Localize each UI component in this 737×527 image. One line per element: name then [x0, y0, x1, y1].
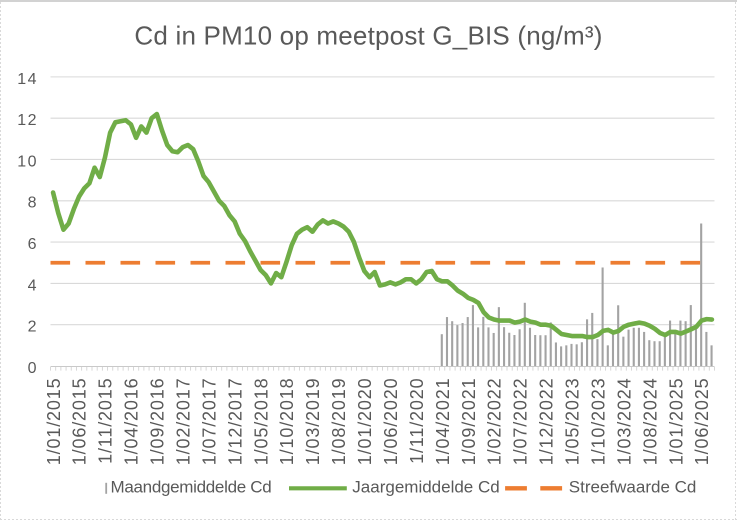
svg-text:1/05/2018: 1/05/2018 — [251, 378, 271, 466]
svg-text:1/08/2024: 1/08/2024 — [640, 378, 660, 466]
svg-text:6: 6 — [28, 236, 38, 253]
svg-text:12: 12 — [17, 112, 38, 129]
svg-text:1/11/2015: 1/11/2015 — [96, 378, 116, 464]
svg-text:Jaargemiddelde Cd: Jaargemiddelde Cd — [352, 478, 499, 497]
svg-text:1/05/2023: 1/05/2023 — [563, 378, 583, 466]
svg-text:1/04/2016: 1/04/2016 — [122, 378, 142, 466]
svg-text:0: 0 — [28, 360, 38, 377]
svg-text:1/02/2022: 1/02/2022 — [485, 378, 505, 466]
svg-text:1/03/2024: 1/03/2024 — [614, 378, 634, 466]
svg-text:Maandgemiddelde Cd: Maandgemiddelde Cd — [111, 478, 272, 497]
svg-text:1/11/2020: 1/11/2020 — [407, 378, 427, 464]
svg-text:8: 8 — [28, 195, 38, 212]
svg-text:2: 2 — [28, 319, 38, 336]
svg-text:1/06/2025: 1/06/2025 — [692, 378, 712, 466]
svg-text:1/09/2021: 1/09/2021 — [459, 378, 479, 466]
svg-text:1/07/2017: 1/07/2017 — [199, 378, 219, 466]
svg-text:1/02/2017: 1/02/2017 — [173, 378, 193, 466]
svg-text:1/12/2017: 1/12/2017 — [225, 378, 245, 466]
svg-text:14: 14 — [17, 71, 38, 88]
svg-text:Streefwaarde Cd: Streefwaarde Cd — [569, 478, 697, 497]
svg-text:1/06/2015: 1/06/2015 — [70, 378, 90, 466]
svg-text:1/01/2025: 1/01/2025 — [666, 378, 686, 466]
svg-text:1/08/2019: 1/08/2019 — [329, 378, 349, 466]
svg-text:10: 10 — [17, 153, 38, 170]
svg-text:4: 4 — [28, 277, 38, 294]
svg-text:1/12/2022: 1/12/2022 — [537, 378, 557, 466]
svg-text:1/03/2019: 1/03/2019 — [303, 378, 323, 466]
svg-text:1/07/2022: 1/07/2022 — [511, 378, 531, 466]
svg-text:1/09/2016: 1/09/2016 — [148, 378, 168, 466]
svg-text:Cd in PM10 op meetpost G_BIS (: Cd in PM10 op meetpost G_BIS (ng/m³) — [134, 21, 602, 51]
svg-text:1/06/2020: 1/06/2020 — [381, 378, 401, 466]
svg-text:1/10/2023: 1/10/2023 — [588, 378, 608, 466]
svg-text:1/04/2021: 1/04/2021 — [433, 378, 453, 466]
svg-text:1/01/2020: 1/01/2020 — [355, 378, 375, 466]
svg-text:1/01/2015: 1/01/2015 — [44, 378, 64, 466]
svg-text:1/10/2018: 1/10/2018 — [277, 378, 297, 466]
